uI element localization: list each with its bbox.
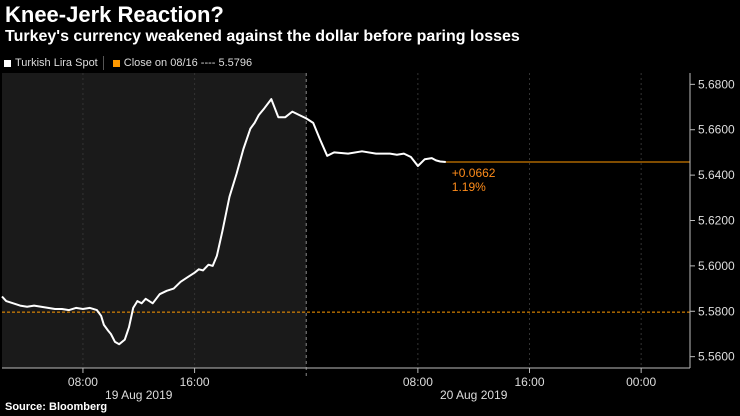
x-tick-label: 00:00 — [626, 375, 656, 389]
y-tick-label: 5.6200 — [698, 214, 735, 228]
legend-close-swatch — [112, 59, 120, 67]
legend-series-label: Turkish Lira Spot — [15, 57, 98, 69]
legend-series-swatch — [4, 59, 11, 67]
legend-close-label: Close on 08/16 ---- 5.5796 — [123, 57, 253, 69]
y-tick-label: 5.5800 — [698, 304, 735, 318]
y-tick-label: 5.6800 — [698, 77, 735, 91]
chart-title: Knee-Jerk Reaction? — [5, 2, 224, 27]
y-tick-label: 5.5600 — [698, 350, 735, 364]
x-date-label: 20 Aug 2019 — [440, 388, 508, 402]
legend-separator — [102, 56, 104, 70]
source-note: Source: Bloomberg — [5, 401, 108, 413]
series-line-turkish-lira-spot — [1, 98, 446, 346]
x-tick-label: 08:00 — [68, 375, 98, 389]
previous-day-shading — [2, 73, 307, 368]
y-tick-label: 5.6400 — [698, 168, 735, 182]
change-pct-annotation: 1.19% — [452, 180, 486, 194]
x-tick-label: 08:00 — [403, 375, 433, 389]
y-tick-label: 5.6600 — [698, 123, 735, 137]
x-tick-label: 16:00 — [180, 375, 210, 389]
change-abs-annotation: +0.0662 — [452, 166, 496, 180]
chart-subtitle: Turkey's currency weakened against the d… — [5, 28, 520, 45]
x-date-label: 19 Aug 2019 — [105, 388, 173, 402]
legend: Turkish Lira Spot Close on 08/16 ---- 5.… — [0, 54, 252, 72]
y-tick-label: 5.6000 — [698, 259, 735, 273]
x-tick-label: 16:00 — [514, 375, 544, 389]
